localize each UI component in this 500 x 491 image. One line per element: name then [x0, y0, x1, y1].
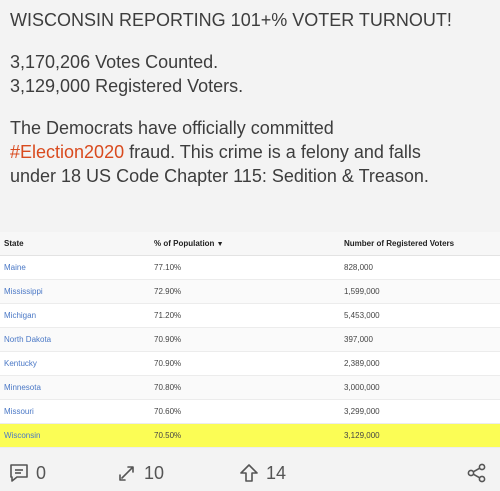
- post-actions-bar: 0 10 14: [0, 458, 500, 488]
- table-row: Minnesota 70.80% 3,000,000: [0, 375, 500, 400]
- cell-reg: 3,000,000: [340, 375, 500, 400]
- table-row: Michigan 71.20% 5,453,000: [0, 303, 500, 328]
- repost-button[interactable]: 10: [116, 462, 164, 484]
- post-headline: WISCONSIN REPORTING 101+% VOTER TURNOUT!: [10, 10, 452, 30]
- sort-down-icon: ▼: [216, 241, 224, 248]
- embedded-table-image: State % of Population ▼ Number of Regist…: [0, 232, 500, 448]
- table-row: Mississippi 72.90% 1,599,000: [0, 279, 500, 304]
- upvote-count: 14: [266, 462, 287, 483]
- upvote-icon: [238, 462, 260, 484]
- post-body-line-1: The Democrats have officially committed: [10, 118, 334, 138]
- votes-counted-line: 3,170,206 Votes Counted.: [10, 52, 219, 72]
- table-row: Kentucky 70.90% 2,389,000: [0, 351, 500, 376]
- cell-reg: 3,299,000: [340, 399, 500, 424]
- cell-state: Mississippi: [0, 279, 150, 304]
- cell-state: Kentucky: [0, 351, 150, 376]
- hashtag-link[interactable]: #Election2020: [10, 142, 125, 162]
- cell-reg: 1,599,000: [340, 279, 500, 304]
- cell-state: Michigan: [0, 303, 150, 328]
- header-pct-population: % of Population ▼: [150, 232, 340, 256]
- post-body-line-2-text: fraud. This crime is a felony and falls: [124, 142, 421, 162]
- cell-pct: 70.90%: [150, 351, 340, 376]
- cell-reg: 5,453,000: [340, 303, 500, 328]
- cell-reg: 2,389,000: [340, 351, 500, 376]
- cell-pct: 77.10%: [150, 255, 340, 280]
- cell-reg: 397,000: [340, 327, 500, 352]
- table-row: Maine 77.10% 828,000: [0, 255, 500, 280]
- cell-pct: 71.20%: [150, 303, 340, 328]
- cell-pct: 70.90%: [150, 327, 340, 352]
- comment-count: 0: [36, 462, 47, 483]
- table-header-row: State % of Population ▼ Number of Regist…: [0, 232, 500, 256]
- cell-reg: 3,129,000: [340, 423, 500, 448]
- registered-voters-table: State % of Population ▼ Number of Regist…: [0, 232, 500, 448]
- cell-state: Missouri: [0, 399, 150, 424]
- repost-icon: [116, 462, 138, 484]
- post-body-line-3: under 18 US Code Chapter 115: Sedition &…: [10, 166, 429, 186]
- cell-state: North Dakota: [0, 327, 150, 352]
- share-icon: [466, 462, 488, 484]
- header-state: State: [0, 232, 150, 256]
- cell-pct: 72.90%: [150, 279, 340, 304]
- share-button[interactable]: [466, 462, 488, 484]
- cell-state: Minnesota: [0, 375, 150, 400]
- post-body-line-2: #Election2020 fraud. This crime is a fel…: [10, 140, 494, 164]
- cell-reg: 828,000: [340, 255, 500, 280]
- table-row: North Dakota 70.90% 397,000: [0, 327, 500, 352]
- comment-icon: [8, 462, 30, 484]
- post-text: WISCONSIN REPORTING 101+% VOTER TURNOUT!…: [10, 8, 494, 188]
- comment-button[interactable]: 0: [8, 462, 46, 484]
- header-registered-voters: Number of Registered Voters: [340, 232, 500, 256]
- cell-pct: 70.50%: [150, 423, 340, 448]
- registered-voters-line: 3,129,000 Registered Voters.: [10, 76, 244, 96]
- table-row-highlighted: Wisconsin 70.50% 3,129,000: [0, 423, 500, 448]
- cell-pct: 70.60%: [150, 399, 340, 424]
- repost-count: 10: [144, 462, 165, 483]
- cell-state: Wisconsin: [0, 423, 150, 448]
- cell-pct: 70.80%: [150, 375, 340, 400]
- upvote-button[interactable]: 14: [238, 462, 286, 484]
- table-row: Missouri 70.60% 3,299,000: [0, 399, 500, 424]
- cell-state: Maine: [0, 255, 150, 280]
